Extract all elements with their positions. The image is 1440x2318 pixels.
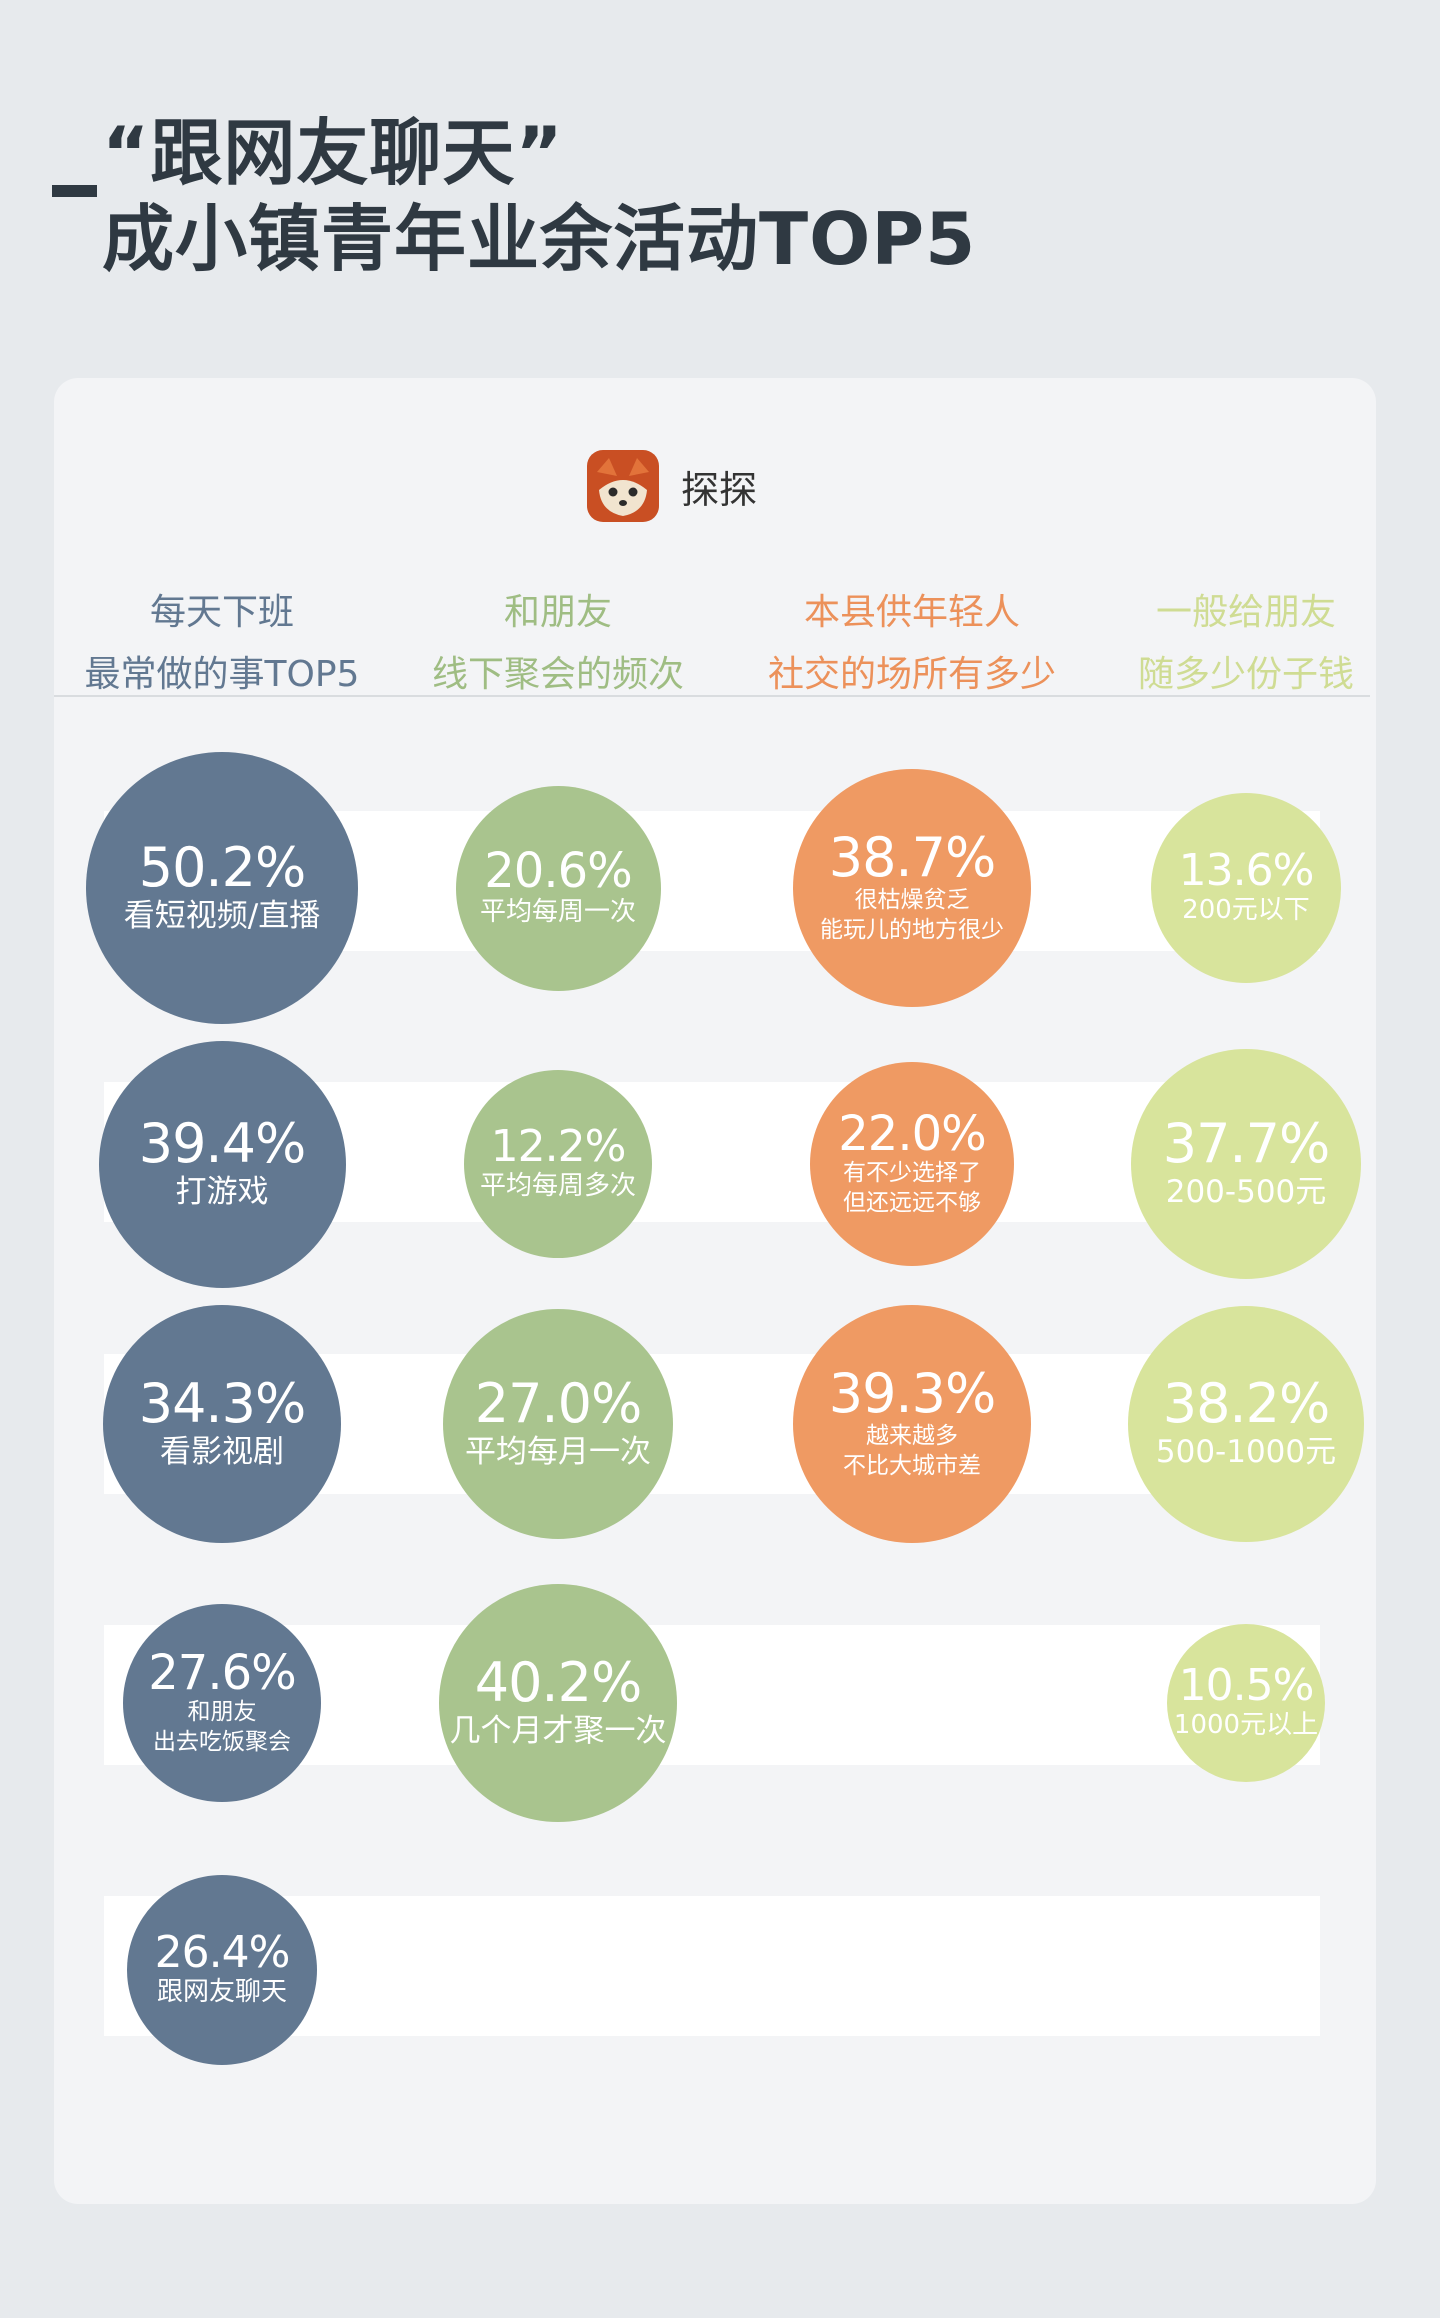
bubble-value: 13.6% xyxy=(1178,845,1315,896)
bubble-label: 越来越多不比大城市差 xyxy=(843,1422,981,1482)
bubble-1-1: 50.2% 看短视频/直播 xyxy=(86,752,358,1024)
bubble-2-2: 12.2% 平均每周多次 xyxy=(464,1070,652,1258)
bubble-label: 和朋友 出去吃饭聚会 xyxy=(153,1698,291,1758)
bubble-1-2: 39.4% 打游戏 xyxy=(98,1040,346,1288)
bubble-2-1: 20.6% 平均每周一次 xyxy=(455,785,661,991)
bubble-value: 10.5% xyxy=(1178,1660,1315,1711)
bubble-label-line: 跟网友聊天 xyxy=(156,1977,287,2008)
bubble-4-1: 13.6% 200元以下 xyxy=(1151,793,1341,983)
bubble-label: 平均每周一次 xyxy=(480,896,636,930)
bubble-label-line: 看短视频/直播 xyxy=(123,898,321,935)
bubble-label-line: 200元以下 xyxy=(1182,895,1310,926)
bubble-value: 27.0% xyxy=(474,1371,643,1435)
bubble-label-line: 1000元以上 xyxy=(1173,1710,1319,1741)
brand-name: 探探 xyxy=(681,467,758,512)
fox-logo-icon xyxy=(587,450,659,522)
bubble-label-line: 有不少选择了 xyxy=(843,1160,981,1187)
column-header-2: 和朋友线下聚会的频次 xyxy=(388,582,728,706)
bubble-label-line: 平均每周多次 xyxy=(479,1171,636,1202)
column-header-line: 和朋友 xyxy=(503,592,612,633)
column-header-3: 本县供年轻人 社交的场所有多少 xyxy=(742,582,1082,706)
bubble-value: 37.7% xyxy=(1162,1111,1331,1175)
column-header-4: 一般给朋友随多少份子钱 xyxy=(1076,582,1416,706)
bubble-value: 50.2% xyxy=(138,835,307,899)
column-header-line: 最常做的事TOP5 xyxy=(84,654,360,695)
bubble-label: 看短视频/直播 xyxy=(124,896,320,936)
bubble-4-4: 10.5% 1000元以上 xyxy=(1167,1624,1325,1782)
bubble-label-line: 看影视剧 xyxy=(160,1434,284,1471)
bubble-label: 很枯燥贫乏能玩儿的地方很少 xyxy=(820,886,1004,946)
bubble-label: 跟网友聊天 xyxy=(157,1976,287,2010)
bubble-1-4: 27.6% 和朋友出去吃饭聚会 xyxy=(123,1604,321,1802)
bubble-value: 39.3% xyxy=(828,1361,997,1425)
bubble-3-1: 38.7% 很枯燥贫乏能玩儿的地方很少 xyxy=(793,769,1031,1007)
brand: 探探 xyxy=(587,450,757,522)
bubble-label-line: 不比大城市差 xyxy=(843,1453,981,1480)
bubble-label-line: 很枯燥贫乏 xyxy=(854,887,970,914)
bubble-label: 看影视剧 xyxy=(160,1432,284,1472)
bubble-4-3: 38.2% 500-1000元 xyxy=(1128,1306,1364,1542)
page-title-line-2: 成小镇青年业余活动TOP5 xyxy=(102,197,977,281)
column-header-line: 线下聚会的频次 xyxy=(431,654,684,695)
bubble-value: 22.0% xyxy=(838,1105,986,1162)
column-header-line: 每天下班 xyxy=(149,592,294,633)
bubble-value: 40.2% xyxy=(474,1650,643,1714)
bubble-value: 12.2% xyxy=(490,1121,627,1172)
column-header-line: 本县供年轻人 xyxy=(803,592,1020,633)
bubble-label-line: 500-1000元 xyxy=(1155,1434,1337,1471)
page-title: “跟网友聊天” 成小镇青年业余活动TOP5 xyxy=(102,110,976,282)
bubble-label-line: 200-500元 xyxy=(1165,1174,1327,1211)
bubble-4-2: 37.7% 200-500元 xyxy=(1131,1049,1361,1279)
title-dash-decoration xyxy=(52,185,97,197)
bubble-label-line: 出去吃饭聚会 xyxy=(153,1729,291,1756)
bubble-label: 200-500元 xyxy=(1166,1172,1327,1212)
bubble-label-line: 打游戏 xyxy=(175,1174,269,1211)
bubble-2-3: 27.0% 平均每月一次 xyxy=(443,1309,673,1539)
page-title-line-1: “跟网友聊天” xyxy=(102,111,564,195)
column-header-line: 社交的场所有多少 xyxy=(767,654,1056,695)
bubble-value: 38.7% xyxy=(828,825,997,889)
header-divider xyxy=(54,695,1370,697)
bubble-label: 平均每周多次 xyxy=(480,1170,636,1204)
bubble-label-line: 几个月才聚一次 xyxy=(449,1713,667,1750)
bubble-label-line: 和朋友 xyxy=(187,1699,257,1726)
column-header-line: 随多少份子钱 xyxy=(1137,654,1354,695)
bubble-3-3: 39.3% 越来越多不比大城市差 xyxy=(793,1305,1031,1543)
bubble-3-2: 22.0% 有不少选择了 但还远远不够 xyxy=(810,1062,1014,1266)
bubble-1-3: 34.3% 看影视剧 xyxy=(103,1305,341,1543)
bubble-value: 27.6% xyxy=(148,1644,296,1701)
bubble-label-line: 但还远远不够 xyxy=(843,1190,981,1217)
bubble-label: 平均每月一次 xyxy=(465,1432,651,1472)
bubble-value: 26.4% xyxy=(154,1927,291,1978)
bubble-label: 1000元以上 xyxy=(1174,1709,1318,1743)
bubble-label: 打游戏 xyxy=(176,1172,269,1212)
column-header-line: 一般给朋友 xyxy=(1155,592,1336,633)
bubble-value: 20.6% xyxy=(484,842,632,899)
bubble-value: 34.3% xyxy=(138,1371,307,1435)
bubble-label: 有不少选择了 但还远远不够 xyxy=(843,1159,981,1219)
bubble-label: 500-1000元 xyxy=(1156,1432,1336,1472)
bubble-label-line: 平均每月一次 xyxy=(465,1434,651,1471)
bubble-label-line: 平均每周一次 xyxy=(479,897,636,928)
bubble-label-line: 能玩儿的地方很少 xyxy=(820,917,1004,944)
bubble-value: 38.2% xyxy=(1162,1371,1331,1435)
bubble-1-5: 26.4% 跟网友聊天 xyxy=(127,1875,317,2065)
bubble-label: 200元以下 xyxy=(1182,894,1310,928)
bubble-label-line: 越来越多 xyxy=(866,1423,958,1450)
column-header-1: 每天下班最常做的事TOP5 xyxy=(52,582,392,706)
bubble-2-4: 40.2% 几个月才聚一次 xyxy=(439,1584,677,1822)
bubble-label: 几个月才聚一次 xyxy=(450,1711,667,1751)
bubble-value: 39.4% xyxy=(138,1111,307,1175)
